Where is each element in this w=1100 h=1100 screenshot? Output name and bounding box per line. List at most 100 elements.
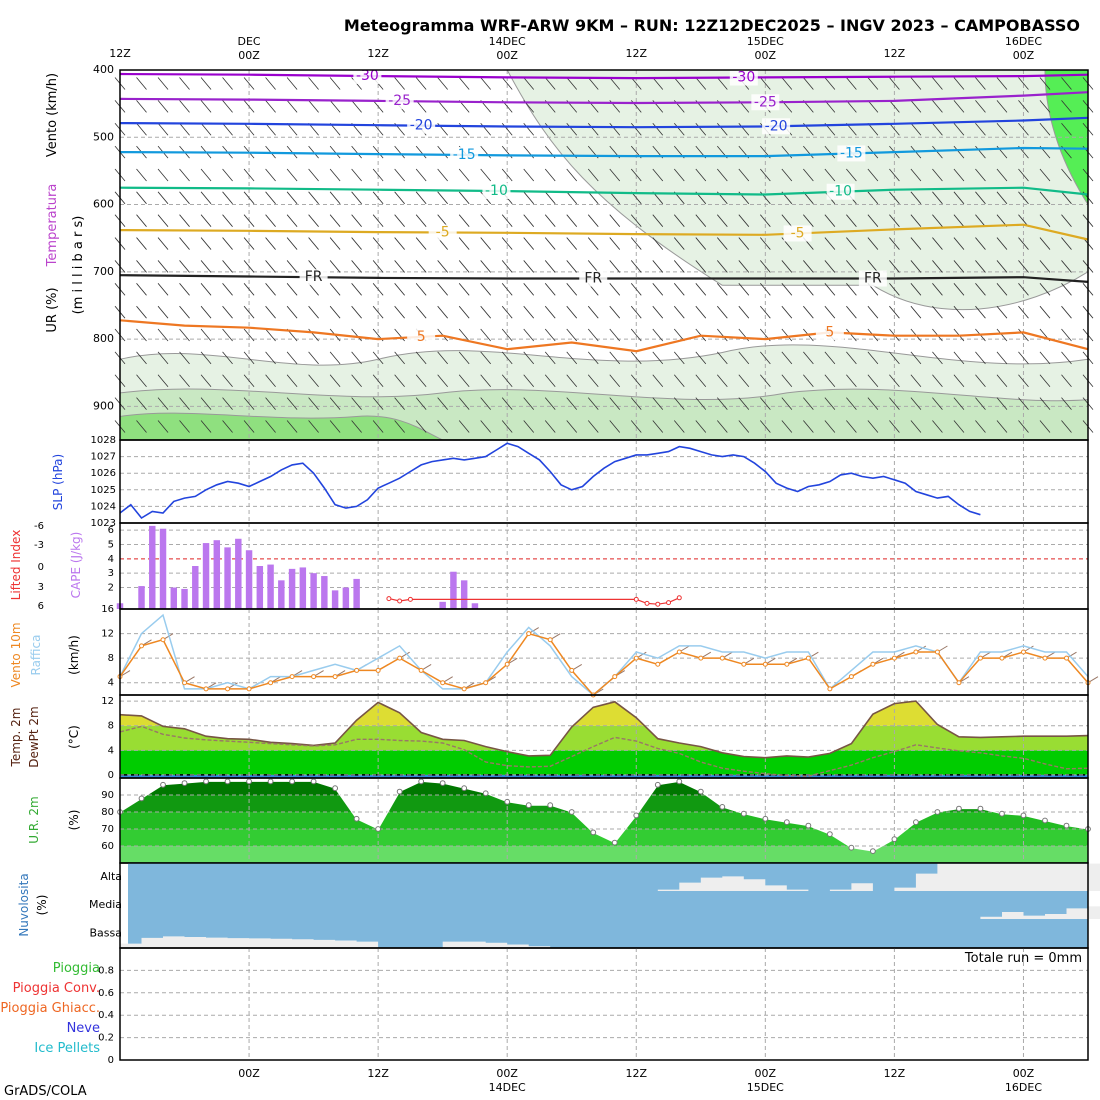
footer-credit: GrADS/COLA <box>4 1084 87 1099</box>
wind-barb <box>458 397 470 410</box>
wind-barb <box>975 237 986 250</box>
wind-barb <box>372 351 384 365</box>
wind-barb <box>458 328 470 342</box>
panel-label: Nuvolosita <box>17 873 31 936</box>
time-label: 12Z <box>625 47 647 60</box>
wind-barb <box>480 260 491 273</box>
wind-barb <box>803 305 814 319</box>
rh-point <box>1063 822 1070 829</box>
wind-barb <box>351 351 362 365</box>
wind-barb <box>566 305 578 319</box>
wind-barb <box>286 283 298 296</box>
wind-barb <box>179 328 190 342</box>
cape-bar <box>288 568 296 609</box>
wind-barb <box>1018 420 1029 433</box>
wind-barb <box>157 351 169 365</box>
wind-barb <box>587 305 599 319</box>
time-label: 12Z <box>884 1067 906 1080</box>
wind-barb <box>1061 168 1072 182</box>
wind-barb <box>351 328 362 342</box>
wind10m-point <box>483 680 489 686</box>
wind-barb <box>286 260 298 273</box>
wind-barb <box>953 397 965 410</box>
rh-point <box>181 780 188 786</box>
wind-barb <box>458 374 470 388</box>
cape-bar <box>138 586 145 609</box>
contour-label-bg <box>826 183 855 200</box>
wind-barb <box>932 77 943 90</box>
panel-label: Temperatura <box>45 184 60 268</box>
wind-barb <box>458 305 470 319</box>
wind-barb <box>609 191 621 205</box>
cape-bar <box>256 566 264 609</box>
wind10m-point <box>246 686 252 692</box>
wind-barb <box>415 351 427 365</box>
cape-bar <box>471 603 479 609</box>
wind-barb <box>566 328 578 342</box>
wind-barb <box>523 351 535 365</box>
temp-band <box>120 725 1088 751</box>
wind-barb <box>415 77 427 90</box>
wind-barb <box>437 77 448 90</box>
wind-barb <box>179 77 190 90</box>
wind-barb <box>630 214 642 227</box>
wind-barb <box>222 100 233 113</box>
wind-barb <box>953 191 965 205</box>
wind-barb <box>544 260 556 273</box>
wind10m-point <box>977 655 983 661</box>
wind-barb <box>996 283 1008 296</box>
wind-barb <box>157 328 169 342</box>
wind-barb <box>673 283 685 296</box>
wind-barb <box>1061 374 1072 388</box>
wind-barb <box>1039 305 1051 319</box>
cape-bar <box>310 573 317 609</box>
wind-barb <box>889 397 900 410</box>
wind10m-point <box>1063 655 1069 661</box>
wind-barb <box>265 328 276 342</box>
wind-barb <box>932 168 943 182</box>
wind-barb <box>480 283 491 296</box>
wind-barb <box>222 420 233 433</box>
cloud-panel: Alta Media Bassa <box>89 863 1100 948</box>
wind-barb <box>889 374 900 388</box>
time-label: 00Z <box>496 1067 518 1080</box>
slp-panel: 1023 1024 1025 1026 1027 1028 <box>91 435 1088 529</box>
wind-barb <box>609 260 621 273</box>
wind-barb <box>910 77 922 90</box>
wind-barb <box>953 351 965 365</box>
wind-barb <box>265 351 276 365</box>
tick-label: 0.8 <box>98 965 114 976</box>
wind-barb <box>222 328 233 342</box>
wind-barb <box>200 351 212 365</box>
wind-barb <box>501 260 513 273</box>
wind-barb <box>501 420 513 433</box>
wind-barb <box>329 420 341 433</box>
rh-point <box>461 785 468 792</box>
wind-barb <box>157 214 169 227</box>
wind-barb <box>630 374 642 388</box>
tick-label: 0 <box>38 562 44 573</box>
wind-barb <box>523 168 535 182</box>
wind-barb <box>329 260 341 273</box>
wind-barb <box>480 77 491 90</box>
rh-point <box>332 785 339 792</box>
wind-barb <box>867 374 879 388</box>
rh-point <box>1020 812 1027 819</box>
wind-barb <box>329 397 341 410</box>
rh-point <box>310 778 317 785</box>
wind-barb <box>157 122 169 136</box>
tick-label: 3 <box>108 568 114 579</box>
wind-barb <box>372 305 384 319</box>
cape-bar <box>224 547 231 609</box>
wind10m-point <box>203 686 209 692</box>
wind-barb <box>695 351 707 365</box>
wind-barb <box>136 305 147 319</box>
wind-barb <box>609 122 621 136</box>
wind-barb <box>781 168 793 182</box>
wind-barb <box>975 397 986 410</box>
tick-label: 400 <box>93 63 114 76</box>
wind-barb <box>910 420 922 433</box>
rh-point <box>654 781 661 788</box>
